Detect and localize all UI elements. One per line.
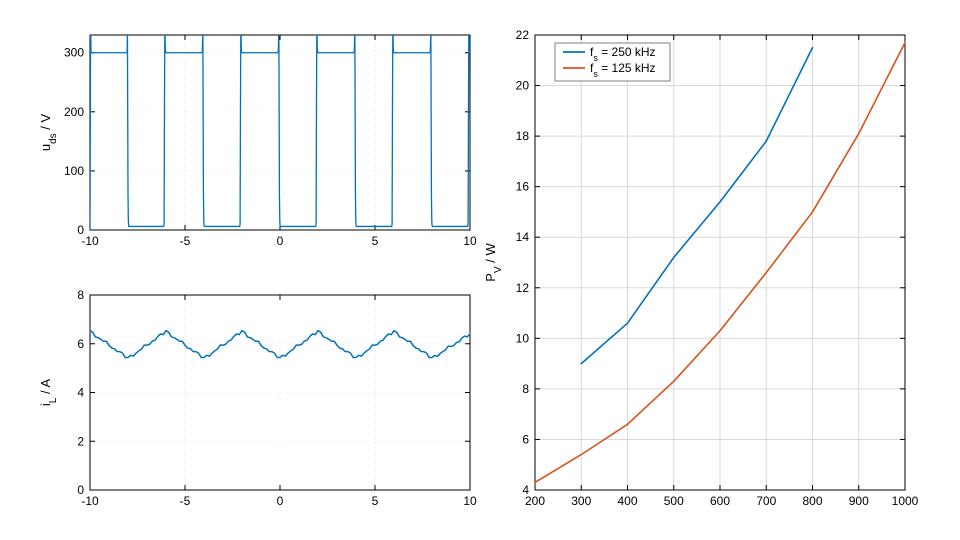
svg-text:5: 5 bbox=[372, 234, 379, 248]
svg-text:400: 400 bbox=[617, 494, 637, 508]
svg-text:900: 900 bbox=[849, 494, 869, 508]
svg-text:10: 10 bbox=[516, 331, 530, 345]
svg-text:PV / W: PV / W bbox=[483, 243, 504, 282]
svg-text:8: 8 bbox=[522, 382, 529, 396]
svg-text:6: 6 bbox=[77, 337, 84, 351]
plots-svg: -10-505100100200300uds / V-10-5051002468… bbox=[35, 10, 925, 510]
svg-text:18: 18 bbox=[516, 129, 530, 143]
svg-text:300: 300 bbox=[64, 46, 84, 60]
svg-text:5: 5 bbox=[372, 494, 379, 508]
svg-text:0: 0 bbox=[277, 234, 284, 248]
svg-text:0: 0 bbox=[77, 483, 84, 497]
svg-text:1000: 1000 bbox=[892, 494, 919, 508]
svg-text:10: 10 bbox=[463, 234, 477, 248]
svg-text:-5: -5 bbox=[180, 234, 191, 248]
figure-container: -10-505100100200300uds / V-10-5051002468… bbox=[35, 10, 925, 510]
svg-text:20: 20 bbox=[516, 79, 530, 93]
svg-text:4: 4 bbox=[522, 483, 529, 497]
svg-text:uds / V: uds / V bbox=[38, 114, 59, 152]
svg-text:iL / A: iL / A bbox=[38, 379, 59, 407]
svg-text:16: 16 bbox=[516, 180, 530, 194]
svg-text:800: 800 bbox=[802, 494, 822, 508]
svg-text:0: 0 bbox=[277, 494, 284, 508]
svg-text:-5: -5 bbox=[180, 494, 191, 508]
svg-text:200: 200 bbox=[64, 105, 84, 119]
svg-text:100: 100 bbox=[64, 164, 84, 178]
svg-text:600: 600 bbox=[710, 494, 730, 508]
svg-text:300: 300 bbox=[571, 494, 591, 508]
svg-text:22: 22 bbox=[516, 28, 530, 42]
svg-text:8: 8 bbox=[77, 288, 84, 302]
svg-text:500: 500 bbox=[664, 494, 684, 508]
svg-text:0: 0 bbox=[77, 223, 84, 237]
svg-text:14: 14 bbox=[516, 230, 530, 244]
svg-text:6: 6 bbox=[522, 432, 529, 446]
svg-text:12: 12 bbox=[516, 281, 530, 295]
svg-text:10: 10 bbox=[463, 494, 477, 508]
svg-text:4: 4 bbox=[77, 386, 84, 400]
svg-text:2: 2 bbox=[77, 434, 84, 448]
svg-text:700: 700 bbox=[756, 494, 776, 508]
